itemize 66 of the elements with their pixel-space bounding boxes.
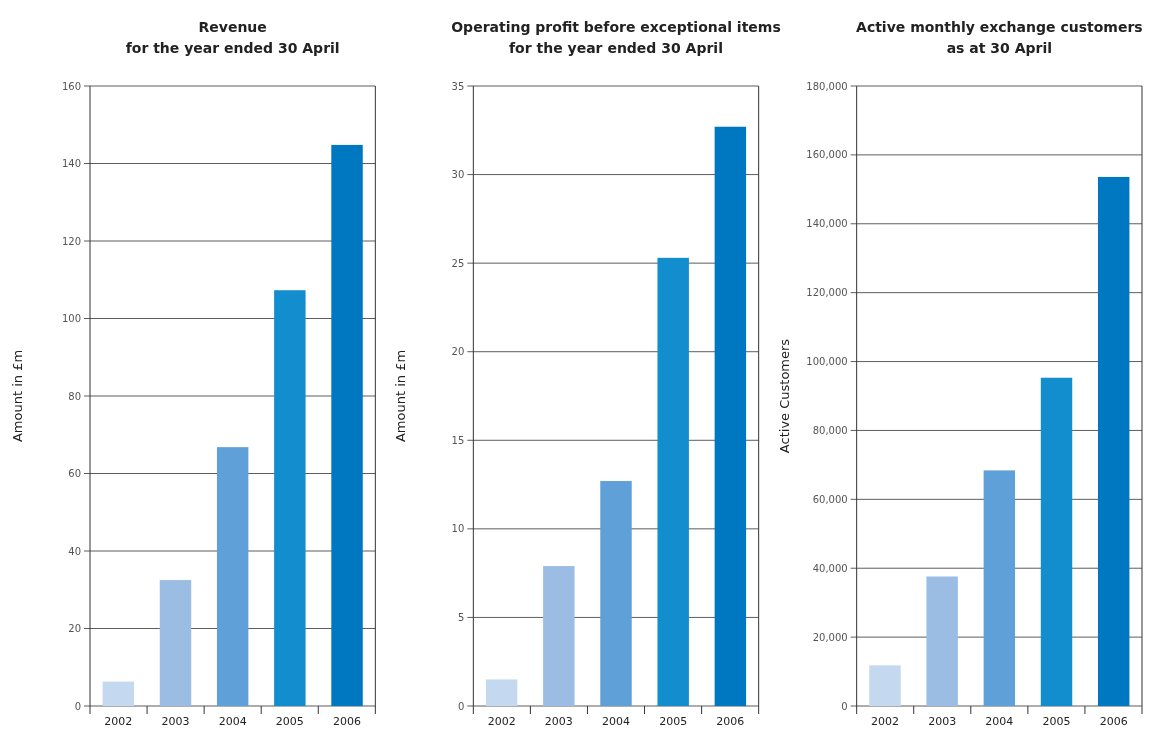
bar: [274, 290, 306, 706]
bar: [657, 257, 689, 706]
bar: [926, 576, 958, 706]
y-tick-label: 30: [451, 169, 465, 181]
chart-subtitle: for the year ended 30 April: [125, 40, 340, 56]
bar: [869, 665, 901, 706]
y-tick-label: 140,000: [806, 218, 848, 230]
x-tick-label: 2002: [487, 715, 516, 728]
y-tick-label: 20: [68, 623, 81, 634]
bar: [714, 126, 747, 706]
y-tick-label: 80,000: [812, 424, 848, 436]
x-tick-label: 2004: [218, 715, 247, 728]
x-tick-label: 2003: [928, 715, 957, 728]
y-tick-label: 35: [451, 80, 465, 92]
y-tick-label: 160,000: [806, 149, 848, 161]
bar: [543, 566, 575, 706]
y-tick-label: 40,000: [812, 562, 848, 574]
y-tick-label: 15: [451, 434, 465, 446]
y-tick-label: 180,000: [806, 80, 848, 92]
x-tick-label: 2006: [716, 715, 745, 728]
chart-title: Revenue: [198, 19, 267, 35]
x-tick-label: 2006: [1099, 715, 1128, 728]
y-tick-label: 140: [61, 158, 81, 169]
bar: [159, 580, 192, 706]
y-tick-label: 120: [61, 235, 81, 247]
y-tick-label: 20: [451, 346, 465, 358]
y-tick-label: 60: [68, 468, 81, 479]
x-tick-label: 2003: [161, 715, 190, 728]
x-tick-label: 2005: [659, 715, 688, 728]
bar: [102, 681, 135, 706]
bar: [331, 144, 363, 706]
y-tick-label: 100: [61, 313, 81, 324]
y-tick-label: 80: [68, 390, 81, 402]
y-tick-label: 0: [74, 700, 81, 712]
y-tick-label: 10: [451, 523, 465, 535]
y-tick-label: 5: [457, 611, 465, 623]
chart-subtitle: as at 30 April: [946, 40, 1053, 56]
x-tick-label: 2004: [985, 715, 1014, 728]
chart-title: Active monthly exchange customers: [856, 19, 1143, 35]
y-tick-label: 160: [61, 80, 81, 92]
y-axis-title: Active Customers: [776, 338, 792, 454]
y-tick-label: 20,000: [812, 631, 848, 643]
y-axis-title: Amount in £m: [393, 349, 409, 443]
x-tick-label: 2005: [275, 715, 304, 728]
y-tick-label: 0: [457, 700, 465, 712]
bar: [600, 481, 632, 706]
x-tick-label: 2003: [544, 715, 573, 728]
chart-subtitle: for the year ended 30 April: [509, 40, 723, 56]
bar: [485, 679, 518, 706]
y-tick-label: 40: [68, 545, 81, 557]
bar: [1097, 176, 1130, 706]
y-tick-label: 25: [451, 257, 465, 269]
x-tick-label: 2005: [1042, 715, 1071, 728]
bar: [983, 470, 1016, 706]
x-tick-label: 2002: [870, 715, 899, 728]
y-tick-label: 60,000: [812, 493, 848, 505]
bar: [216, 447, 249, 706]
x-tick-label: 2004: [602, 715, 630, 728]
x-tick-label: 2002: [104, 715, 133, 728]
y-tick-label: 0: [841, 700, 848, 712]
y-axis-title: Amount in £m: [10, 349, 25, 443]
y-tick-label: 100,000: [806, 356, 848, 368]
x-tick-label: 2006: [333, 715, 362, 728]
bar: [1040, 377, 1073, 706]
y-tick-label: 120,000: [806, 287, 848, 299]
chart-title: Operating profit before exceptional items: [451, 19, 781, 35]
